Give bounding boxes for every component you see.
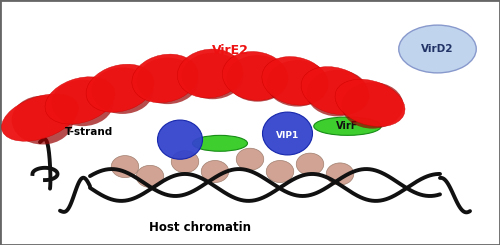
Ellipse shape — [2, 94, 78, 141]
Ellipse shape — [52, 80, 114, 126]
Ellipse shape — [314, 117, 382, 135]
Text: T-strand: T-strand — [65, 127, 113, 137]
Ellipse shape — [222, 51, 288, 100]
Ellipse shape — [236, 148, 264, 170]
Ellipse shape — [342, 82, 404, 129]
Text: VirD2: VirD2 — [421, 44, 454, 54]
Ellipse shape — [178, 49, 242, 98]
Ellipse shape — [192, 135, 248, 151]
Ellipse shape — [266, 160, 294, 183]
Ellipse shape — [45, 77, 115, 124]
Ellipse shape — [158, 120, 202, 159]
Ellipse shape — [171, 151, 199, 173]
Ellipse shape — [262, 112, 312, 155]
Ellipse shape — [92, 67, 154, 114]
Ellipse shape — [326, 163, 354, 185]
Ellipse shape — [86, 64, 154, 112]
Ellipse shape — [182, 53, 244, 99]
Ellipse shape — [136, 165, 164, 187]
Ellipse shape — [132, 54, 198, 103]
Ellipse shape — [306, 70, 368, 116]
Ellipse shape — [12, 96, 74, 145]
Text: VirE2: VirE2 — [212, 44, 248, 57]
Ellipse shape — [296, 153, 324, 175]
Ellipse shape — [201, 160, 229, 183]
Text: VIP1: VIP1 — [276, 132, 299, 140]
Ellipse shape — [266, 60, 328, 107]
Text: Host chromatin: Host chromatin — [149, 221, 251, 234]
Ellipse shape — [111, 156, 139, 178]
Ellipse shape — [262, 57, 328, 105]
Ellipse shape — [136, 58, 198, 104]
Ellipse shape — [335, 79, 405, 127]
Text: VirF: VirF — [336, 121, 358, 131]
Ellipse shape — [301, 67, 369, 115]
Ellipse shape — [226, 55, 288, 102]
Ellipse shape — [399, 25, 476, 73]
